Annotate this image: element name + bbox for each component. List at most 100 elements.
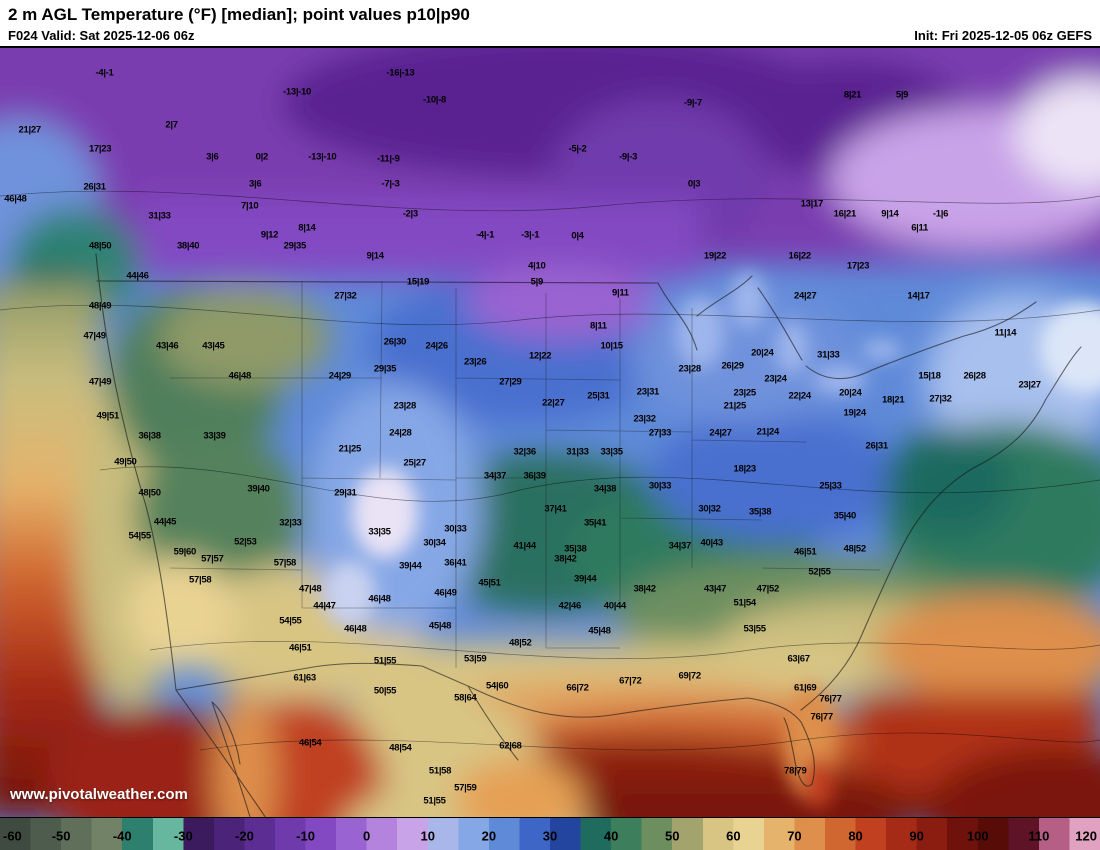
point-value: 24|26 xyxy=(425,340,449,352)
point-value: 53|55 xyxy=(743,622,766,634)
point-value: 66|72 xyxy=(566,682,589,694)
point-value: 46|48 xyxy=(344,622,367,634)
point-value: -3|-1 xyxy=(521,229,540,241)
point-value: 48|50 xyxy=(88,240,112,252)
point-value: -1|6 xyxy=(932,208,949,220)
point-value: 20|24 xyxy=(839,387,862,399)
point-value: 57|59 xyxy=(454,782,477,794)
point-value: 23|27 xyxy=(1018,379,1041,391)
point-value: 29|35 xyxy=(373,362,397,374)
point-value: 33|35 xyxy=(368,525,391,537)
point-value: 43|46 xyxy=(156,340,179,352)
point-value: 43|45 xyxy=(202,340,225,352)
point-value: 3|6 xyxy=(249,178,262,190)
point-value: 34|37 xyxy=(483,470,507,482)
point-value: 26|29 xyxy=(721,360,744,372)
colorbar-ticks: -60 -50 -40 -30 -20 -10 0 10 20 30 40 50 60 70 80 90 100… xyxy=(0,818,1100,850)
point-value: 27|32 xyxy=(929,392,952,404)
point-value: 39|44 xyxy=(574,572,597,584)
point-value: 0|3 xyxy=(687,178,701,190)
point-value: 18|23 xyxy=(733,462,757,474)
point-value: 0|4 xyxy=(571,230,584,242)
point-value: 17|23 xyxy=(88,143,112,155)
point-value: -11|-9 xyxy=(377,153,400,165)
temperature-contours xyxy=(0,190,1100,751)
point-value: 46|48 xyxy=(228,370,252,382)
point-value: -9|-7 xyxy=(683,96,703,108)
colorbar-tick-label: 120 xyxy=(1075,828,1097,844)
point-value: 53|59 xyxy=(464,652,487,664)
point-value: 51|55 xyxy=(423,795,446,807)
watermark-brand: pivotal weather xyxy=(760,812,1080,817)
point-value: 26|28 xyxy=(963,370,986,382)
point-value: 22|27 xyxy=(542,397,565,409)
point-value: 9|14 xyxy=(366,250,384,262)
point-value: 69|72 xyxy=(678,670,702,682)
point-value: 23|32 xyxy=(633,412,656,424)
point-value: 63|67 xyxy=(787,652,810,664)
colorbar-tick-label: 10 xyxy=(420,828,435,844)
point-value: 3|6 xyxy=(206,151,219,163)
point-value: 35|40 xyxy=(833,510,857,522)
point-value: 16|21 xyxy=(833,208,857,220)
point-value: 51|58 xyxy=(428,765,452,777)
point-value: 20|24 xyxy=(751,347,774,359)
point-value: 38|42 xyxy=(633,582,656,594)
point-value: 33|35 xyxy=(600,445,623,457)
point-value: 78|79 xyxy=(784,765,807,777)
point-value: 21|27 xyxy=(18,123,42,135)
point-value: 52|53 xyxy=(234,535,257,547)
colorbar-tick-label: 50 xyxy=(664,828,680,844)
point-value: 54|55 xyxy=(279,615,302,627)
point-value: 25|31 xyxy=(587,390,610,402)
colorbar-tick-label: -60 xyxy=(3,828,22,844)
colorbar-tick-label: -20 xyxy=(235,828,254,844)
point-value: 47|48 xyxy=(299,582,322,594)
point-value: 37|41 xyxy=(544,502,567,514)
point-value: 51|54 xyxy=(733,597,757,609)
point-value: 48|54 xyxy=(389,742,412,754)
colorbar-tick-label: 70 xyxy=(787,828,802,844)
point-value: 62|68 xyxy=(499,740,522,752)
point-value: 38|40 xyxy=(176,240,200,252)
point-value: 9|11 xyxy=(611,287,629,299)
colorbar-tick-label: 100 xyxy=(966,828,989,844)
point-value: 46|51 xyxy=(794,545,817,557)
point-value: 18|21 xyxy=(882,394,905,406)
point-value: 26|30 xyxy=(383,335,407,347)
map-area: pivotal weather -4|-1 -13|-10 -16|-13 -10|-… xyxy=(0,45,1100,817)
point-value: 32|36 xyxy=(513,445,537,457)
point-value: 22|24 xyxy=(788,390,812,402)
point-value: 42|46 xyxy=(558,600,582,612)
point-value: 31|33 xyxy=(148,210,171,222)
point-value: 31|33 xyxy=(566,445,589,457)
point-value: 36|38 xyxy=(138,430,161,442)
point-value: 11|14 xyxy=(994,327,1017,339)
point-value: 59|60 xyxy=(173,545,197,557)
point-value: 23|31 xyxy=(636,385,660,397)
point-value: 57|58 xyxy=(189,574,212,586)
point-value: 49|50 xyxy=(114,455,137,467)
point-value: 29|35 xyxy=(283,240,307,252)
point-value: -5|-2 xyxy=(568,143,587,155)
point-value: 33|39 xyxy=(203,430,226,442)
state-borders xyxy=(169,280,881,668)
point-value: 0|2 xyxy=(255,151,269,163)
point-value: 26|31 xyxy=(83,181,106,193)
point-value: 23|28 xyxy=(678,362,702,374)
point-value: 48|52 xyxy=(843,542,867,554)
point-value: 57|57 xyxy=(201,552,224,564)
point-value: 76|77 xyxy=(810,711,834,723)
point-value: 7|10 xyxy=(241,200,259,212)
colorbar-gradient xyxy=(0,818,1100,850)
colorbar-tick-label: 40 xyxy=(603,828,619,844)
colorbar-tick-label: -30 xyxy=(173,828,193,844)
point-value: 27|29 xyxy=(499,375,522,387)
point-value: 14|17 xyxy=(907,290,930,302)
colorbar-tick-label: 30 xyxy=(542,828,558,844)
point-value: -13|-10 xyxy=(282,86,312,98)
point-value: -4|-1 xyxy=(95,66,114,78)
point-values-layer: -4|-1 -13|-10 -16|-13 -10|-8 -9|-7 8|21 5|9 21|… xyxy=(0,48,1100,817)
point-value: 40|43 xyxy=(700,537,724,549)
